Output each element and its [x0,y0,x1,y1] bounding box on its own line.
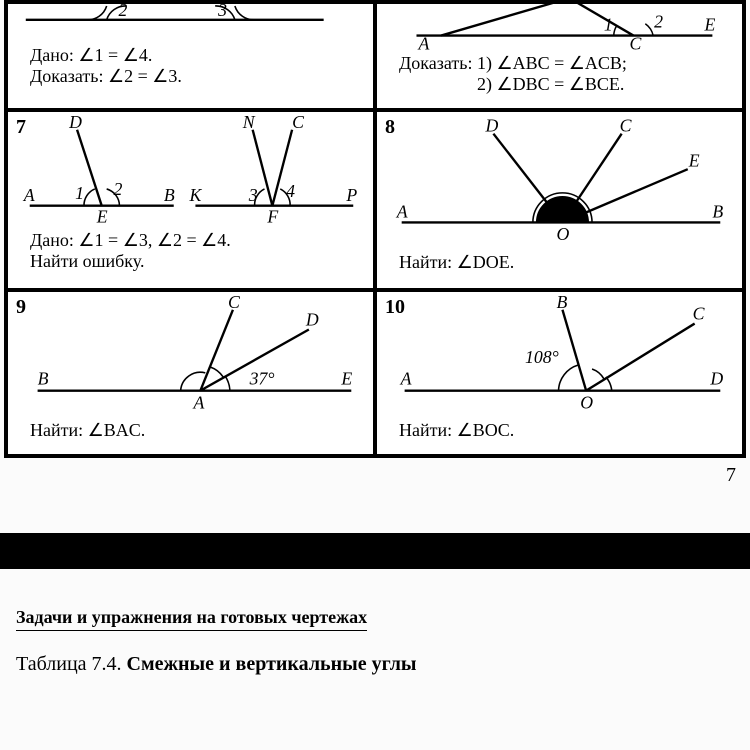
svg-text:C: C [620,116,632,136]
svg-text:B: B [712,202,723,222]
svg-text:37°: 37° [249,369,275,389]
section-kicker: Задачи и упражнения на готовых чертежах [16,607,367,631]
text: Доказать: ∠2 = ∠3. [30,66,182,86]
svg-text:C: C [693,304,705,324]
task-text: Найти: ∠BOC. [377,418,742,447]
grid-row: 2 3 Дано: ∠1 = ∠4. Доказать: ∠2 = ∠3. [6,2,744,110]
cell-9: 9 37° B E A C D Найти: ∠BAC. [6,290,375,456]
text: Найти ошибку. [30,251,144,271]
cell-7: 7 1 2 A B E D [6,110,375,290]
svg-text:2: 2 [114,179,123,199]
cell-10: 10 108° A D O B C Найти: ∠BOC. [375,290,744,456]
task-text: Дано: ∠1 = ∠3, ∠2 = ∠4. Найти ошибку. [8,228,373,278]
svg-text:C: C [630,33,642,51]
svg-text:D: D [709,369,723,389]
diagram-top-right: 1 2 A C E [377,4,742,51]
cell-top-right: 1 2 A C E Доказать: 1) ∠ABC = ∠ACB; Дока… [375,2,744,110]
svg-text:A: A [400,369,412,389]
text: Найти: ∠BAC. [30,420,145,440]
svg-text:E: E [688,150,700,170]
svg-text:F: F [266,206,278,226]
svg-text:3: 3 [217,4,227,20]
problem-number: 7 [16,116,26,139]
svg-text:B: B [557,292,568,312]
svg-text:E: E [96,206,108,226]
svg-text:A: A [396,202,408,222]
title-main: Смежные и вертикальные углы [127,653,417,675]
svg-text:D: D [68,112,82,132]
diagram-9: 37° B E A C D [8,292,373,418]
svg-text:1: 1 [604,15,613,35]
svg-text:E: E [340,369,352,389]
svg-text:A: A [23,185,35,205]
task-text: Найти: ∠BAC. [8,418,373,447]
svg-text:4: 4 [286,181,295,201]
svg-text:A: A [192,392,204,412]
svg-text:2: 2 [118,4,127,20]
problem-number: 9 [16,296,26,319]
problem-number: 8 [385,116,395,139]
grid-row: 9 37° B E A C D Найти: ∠BAC. [6,290,744,456]
svg-text:N: N [242,112,256,132]
svg-text:O: O [557,224,570,244]
grid-row: 7 1 2 A B E D [6,110,744,290]
separator-bar [0,533,750,569]
section-title: Таблица 7.4. Смежные и вертикальные углы [16,653,734,676]
svg-text:B: B [164,185,175,205]
diagram-7: 1 2 A B E D 3 4 K P F N [8,112,373,228]
svg-text:B: B [38,369,49,389]
page-number: 7 [0,458,750,487]
title-prefix: Таблица 7.4. [16,653,127,675]
page: 2 3 Дано: ∠1 = ∠4. Доказать: ∠2 = ∠3. [0,0,750,676]
diagram-8: A B O D C E [377,112,742,250]
svg-text:O: O [580,392,593,412]
svg-text:D: D [485,116,499,136]
text: Доказать: 1) ∠ABC = ∠ACB; [399,53,627,73]
text: Найти: ∠DOE. [399,252,514,272]
svg-text:K: K [189,185,203,205]
given-text: Дано: ∠1 = ∠4. Доказать: ∠2 = ∠3. [8,43,373,93]
svg-text:2: 2 [654,12,663,32]
svg-text:D: D [305,310,319,330]
svg-text:P: P [345,185,357,205]
svg-text:A: A [417,33,429,51]
diagram-10: 108° A D O B C [377,292,742,418]
cell-top-left: 2 3 Дано: ∠1 = ∠4. Доказать: ∠2 = ∠3. [6,2,375,110]
prove-text: Доказать: 1) ∠ABC = ∠ACB; Доказать: 2) ∠… [377,51,742,101]
svg-text:E: E [703,15,715,35]
problem-number: 10 [385,296,405,319]
text: 2) ∠DBC = ∠BCE. [477,74,624,94]
svg-text:108°: 108° [525,347,559,367]
text: Дано: ∠1 = ∠4. [30,45,152,65]
svg-text:C: C [292,112,304,132]
footer-section: Задачи и упражнения на готовых чертежах … [0,569,750,676]
svg-text:3: 3 [248,185,258,205]
problem-grid: 2 3 Дано: ∠1 = ∠4. Доказать: ∠2 = ∠3. [4,0,746,458]
diagram-top-left: 2 3 [8,4,373,43]
task-text: Найти: ∠DOE. [377,250,742,279]
svg-text:1: 1 [75,183,84,203]
svg-text:C: C [228,292,240,312]
cell-8: 8 A B O D C E Найти: ∠DOE. [375,110,744,290]
text: Дано: ∠1 = ∠3, ∠2 = ∠4. [30,230,231,250]
text: Найти: ∠BOC. [399,420,514,440]
